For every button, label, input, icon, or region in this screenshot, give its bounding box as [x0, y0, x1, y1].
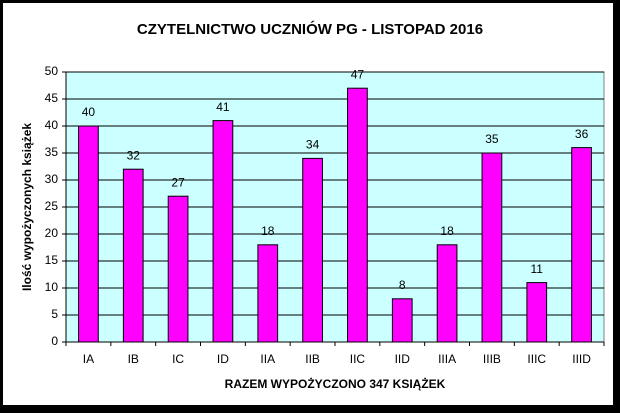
y-axis-label: Ilość wypożyczonych książek	[20, 123, 34, 291]
data-label: 18	[261, 224, 275, 238]
x-tick-label: IIID	[572, 352, 591, 366]
x-tick-label: IIB	[305, 352, 320, 366]
data-label: 32	[127, 148, 141, 162]
x-tick-label: IA	[83, 352, 94, 366]
data-label: 34	[306, 138, 320, 152]
data-label: 47	[351, 67, 365, 81]
y-tick-label: 5	[51, 307, 58, 321]
x-tick-label: IIIA	[438, 352, 456, 366]
x-axis-label: RAZEM WYPOŻYCZONO 347 KSIĄŻEK	[225, 376, 446, 391]
data-label: 18	[440, 224, 454, 238]
bar	[302, 157, 323, 343]
x-tick-label: ID	[217, 352, 229, 366]
data-label: 41	[216, 100, 230, 114]
x-tick-label: IIC	[350, 352, 366, 366]
data-label: 36	[575, 127, 589, 141]
bar	[78, 125, 99, 343]
x-tick-label: IIA	[260, 352, 275, 366]
bar	[481, 152, 503, 343]
bar	[257, 244, 279, 343]
y-tick-label: 15	[45, 253, 59, 267]
x-tick-label: IID	[395, 352, 411, 366]
bar	[571, 147, 592, 343]
data-label: 40	[82, 105, 96, 119]
y-tick-label: 45	[45, 91, 59, 105]
y-tick-label: 35	[45, 145, 59, 159]
data-label: 35	[485, 132, 499, 146]
y-tick-label: 10	[45, 280, 59, 294]
bar	[347, 87, 368, 343]
data-label: 8	[399, 278, 406, 292]
y-tick-label: 40	[45, 118, 59, 132]
y-tick-label: 50	[45, 64, 59, 78]
y-tick-label: 25	[45, 199, 59, 213]
y-tick-label: 0	[51, 334, 58, 348]
bar	[391, 298, 413, 343]
data-label: 27	[171, 175, 185, 189]
bar	[167, 195, 189, 343]
y-tick-label: 30	[45, 172, 59, 186]
chart-title: CZYTELNICTWO UCZNIÓW PG - LISTOPAD 2016	[137, 20, 483, 38]
x-tick-label: IB	[128, 352, 139, 366]
bar	[436, 244, 458, 343]
x-tick-label: IC	[172, 352, 184, 366]
x-tick-label: IIIB	[483, 352, 501, 366]
bar	[122, 168, 144, 343]
data-label: 11	[531, 262, 544, 276]
x-tick-label: IIIC	[527, 352, 546, 366]
y-tick-label: 20	[45, 226, 59, 240]
bar	[526, 282, 548, 343]
bar	[212, 120, 234, 343]
